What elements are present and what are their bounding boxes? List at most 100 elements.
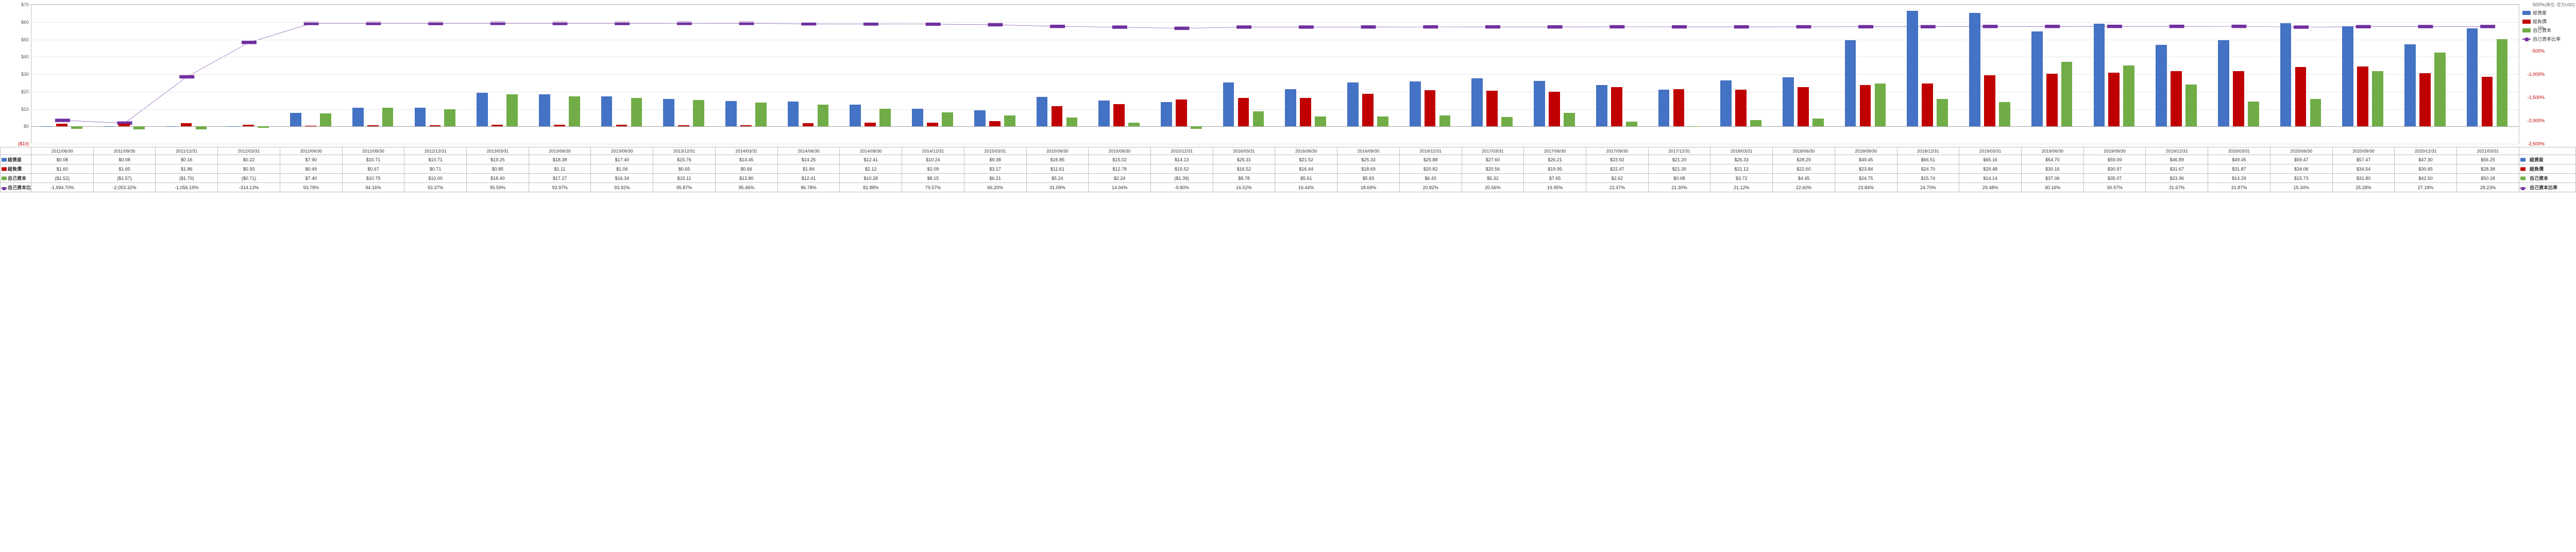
table-cell: $35.07: [2083, 174, 2146, 183]
table-cell: $19.95: [1524, 164, 1586, 174]
liab-bar: [1860, 85, 1871, 126]
table-cell: $14.13: [1150, 155, 1213, 164]
row-heading: 総資産: [2519, 155, 2576, 164]
liab-bar: [927, 123, 938, 126]
table-cell: $54.70: [2022, 155, 2084, 164]
table-cell: $0.08: [93, 155, 156, 164]
legend-label-liab: 総負債: [2533, 18, 2547, 25]
table-cell: $1.65: [93, 164, 156, 174]
equity-bar: [382, 108, 394, 126]
asset-bar: [725, 101, 737, 126]
table-cell: ($1.52): [31, 174, 94, 183]
category-segment: [529, 5, 591, 144]
row-heading: 総負債: [2519, 164, 2576, 174]
table-cell: $15.73: [2270, 174, 2332, 183]
asset-bar: [2031, 31, 2043, 127]
table-cell: 93.37%: [404, 183, 467, 192]
table-cell: $26.33: [1710, 155, 1773, 164]
liab-bar: [367, 125, 379, 126]
table-cell: $25.88: [1399, 155, 1462, 164]
category-segment: [840, 5, 902, 144]
table-cell: 28.23%: [2457, 183, 2519, 192]
category-segment: [1151, 5, 1213, 144]
table-cell: 14.94%: [1089, 183, 1151, 192]
equity-bar: [818, 105, 829, 126]
table-cell: $15.52: [1150, 164, 1213, 174]
table-cell: $17.27: [529, 174, 591, 183]
asset-bar: [1471, 78, 1483, 126]
liab-bar: [2295, 67, 2307, 126]
table-cell: $12.41: [777, 174, 840, 183]
asset-bar: [2467, 28, 2478, 126]
table-cell: 22.47%: [1586, 183, 1648, 192]
table-cell: $14.45: [715, 155, 777, 164]
table-cell: $23.84: [1835, 164, 1897, 174]
category-segment: [1337, 5, 1400, 144]
table-cell: $0.66: [715, 164, 777, 174]
category-segment: [467, 5, 529, 144]
table-cell: $23.92: [1586, 155, 1648, 164]
table-cell: $16.52: [1213, 164, 1275, 174]
table-cell: 2021/03/31: [2457, 147, 2519, 155]
equity-bar: [196, 126, 207, 129]
liab-bar: [181, 123, 192, 126]
table-cell: $0.08: [1648, 174, 1710, 183]
equity-bar: [1750, 120, 1761, 127]
table-cell: $0.08: [31, 155, 94, 164]
table-cell: $24.75: [1835, 174, 1897, 183]
table-cell: 2011/09/30: [93, 147, 156, 155]
equity-bar: [444, 109, 455, 127]
y-left-tick: $0: [6, 124, 29, 129]
table-cell: $0.65: [653, 164, 716, 174]
legend-swatch-ratio: [2522, 39, 2531, 40]
table-cell: 66.20%: [964, 183, 1026, 192]
y-right-tick: -2,500%: [2521, 141, 2545, 146]
equity-bar: [71, 126, 82, 129]
table-cell: $57.47: [2332, 155, 2395, 164]
y-left-tick: $30: [6, 72, 29, 77]
table-cell: 2019/06/30: [2022, 147, 2084, 155]
table-cell: $30.16: [2022, 164, 2084, 174]
legend-swatch-liab: [2522, 20, 2531, 24]
equity-bar: [1626, 122, 1637, 126]
category-segment: [1648, 5, 1710, 144]
liab-bar: [492, 125, 503, 126]
row-heading: [2519, 147, 2576, 155]
table-cell: $9.38: [964, 155, 1026, 164]
table-cell: 94.16%: [342, 183, 404, 192]
category-segment: [2395, 5, 2457, 144]
category-segment: [716, 5, 778, 144]
table-cell: 93.92%: [591, 183, 653, 192]
category-segment: [2146, 5, 2208, 144]
table-cell: 30.16%: [2022, 183, 2084, 192]
category-segment: [1897, 5, 1959, 144]
equity-bar: [631, 98, 642, 126]
category-segment: [1773, 5, 1835, 144]
table-cell: $19.25: [467, 155, 529, 164]
table-cell: 19.95%: [1524, 183, 1586, 192]
table-cell: $0.93: [218, 164, 280, 174]
data-table: 2011/06/302011/09/302011/12/312012/03/31…: [0, 147, 2576, 192]
table-cell: 29.48%: [1959, 183, 2022, 192]
equity-bar: [1875, 83, 1886, 127]
category-segment: [1399, 5, 1462, 144]
liab-bar: [1984, 75, 1995, 126]
asset-bar: [415, 108, 426, 126]
table-cell: $29.48: [1959, 164, 2022, 174]
table-cell: 2019/03/31: [1959, 147, 2022, 155]
asset-bar: [1161, 102, 1172, 127]
table-cell: $22.47: [1586, 164, 1648, 174]
table-cell: $6.43: [1399, 174, 1462, 183]
table-cell: ($1.57): [93, 174, 156, 183]
asset-bar: [1658, 90, 1670, 127]
liab-bar: [1922, 83, 1933, 126]
equity-bar: [1999, 102, 2010, 127]
table-cell: $27.60: [1462, 155, 1524, 164]
table-cell: 2016/12/31: [1399, 147, 1462, 155]
table-cell: $37.06: [2022, 174, 2084, 183]
asset-bar: [974, 110, 986, 127]
table-cell: 20.82%: [1399, 183, 1462, 192]
asset-bar: [539, 94, 550, 126]
category-segment: [2456, 5, 2519, 144]
table-cell: 93.78%: [280, 183, 342, 192]
